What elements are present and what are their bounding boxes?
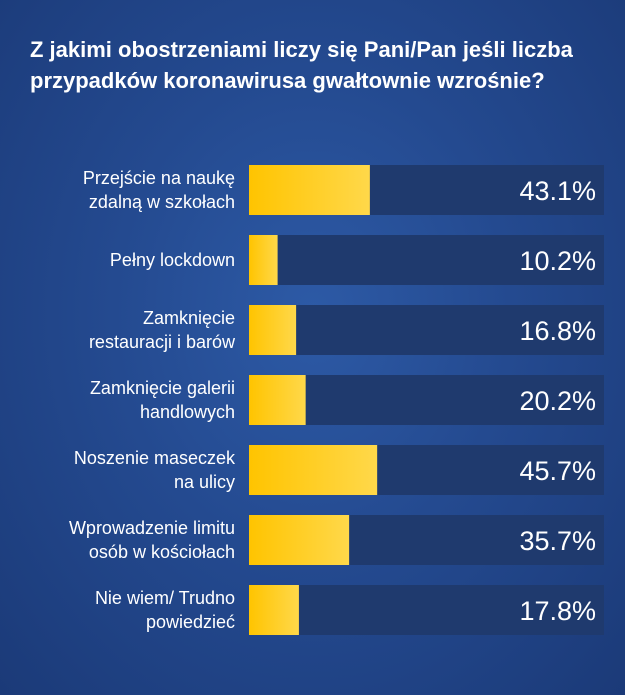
category-label: Nie wiem/ Trudno powiedzieć bbox=[95, 588, 235, 632]
category-label: Noszenie maseczek na ulicy bbox=[74, 448, 236, 492]
category-label: Wprowadzenie limitu osób w kościołach bbox=[69, 518, 235, 562]
bar bbox=[249, 375, 306, 425]
bar bbox=[249, 235, 278, 285]
category-label: Pełny lockdown bbox=[110, 250, 235, 270]
value-label: 43.1% bbox=[519, 176, 596, 206]
value-label: 17.8% bbox=[519, 596, 596, 626]
bar-track bbox=[249, 585, 604, 635]
value-label: 16.8% bbox=[519, 316, 596, 346]
category-label: Przejście na naukę zdalną w szkołach bbox=[83, 168, 235, 212]
bar-track bbox=[249, 375, 604, 425]
chart-title: Z jakimi obostrzeniami liczy się Pani/Pa… bbox=[30, 37, 573, 93]
bar bbox=[249, 515, 350, 565]
bar-rows: Przejście na naukę zdalną w szkołach 43.1%… bbox=[69, 165, 604, 635]
bar bbox=[249, 445, 378, 495]
category-label: Zamknięcie restauracji i barów bbox=[89, 308, 236, 352]
bar bbox=[249, 305, 297, 355]
value-label: 35.7% bbox=[519, 526, 596, 556]
bar bbox=[249, 165, 370, 215]
bar-track bbox=[249, 235, 604, 285]
bar bbox=[249, 585, 299, 635]
value-label: 20.2% bbox=[519, 386, 596, 416]
category-label: Zamknięcie galerii handlowych bbox=[90, 378, 235, 422]
value-label: 45.7% bbox=[519, 456, 596, 486]
value-label: 10.2% bbox=[519, 246, 596, 276]
bar-track bbox=[249, 305, 604, 355]
